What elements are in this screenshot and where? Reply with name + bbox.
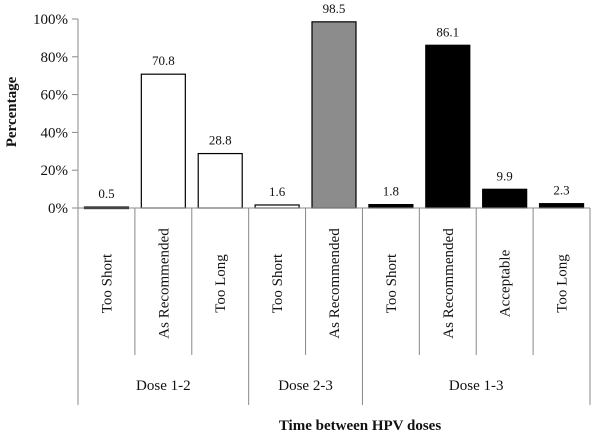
value-label: 98.5 bbox=[323, 1, 346, 16]
y-tick-label: 80% bbox=[41, 50, 69, 66]
value-label: 28.8 bbox=[209, 133, 232, 148]
x-axis: Too Short As Recommended Too Long Too Short… bbox=[77, 207, 591, 405]
y-tick-label: 0% bbox=[48, 201, 68, 217]
value-label: 0.5 bbox=[98, 186, 114, 201]
bar bbox=[140, 73, 186, 209]
value-label: 1.6 bbox=[269, 184, 286, 199]
y-tick-label: 40% bbox=[41, 125, 69, 141]
category-label: Too Short bbox=[99, 253, 115, 313]
bar bbox=[368, 203, 414, 209]
y-tick-label: 100% bbox=[33, 12, 68, 28]
value-label: 86.1 bbox=[436, 24, 459, 39]
value-label: 70.8 bbox=[152, 53, 175, 68]
bar bbox=[538, 203, 585, 209]
category-label: As Recommended bbox=[156, 228, 172, 339]
bars bbox=[83, 21, 585, 210]
value-label: 1.8 bbox=[383, 184, 399, 199]
value-label: 2.3 bbox=[553, 183, 569, 198]
category-label: As Recommended bbox=[441, 228, 457, 339]
bar bbox=[425, 44, 471, 209]
category-label: Too Short bbox=[384, 253, 400, 313]
category-label: Acceptable bbox=[498, 249, 514, 317]
group-label: Dose 1-3 bbox=[449, 378, 504, 394]
category-label: Too Short bbox=[270, 253, 286, 313]
bar bbox=[197, 152, 243, 209]
y-axis: 0% 20% 40% 60% 80% 100% bbox=[33, 12, 79, 217]
group-label: Dose 1-2 bbox=[136, 378, 191, 394]
y-axis-title: Percentage bbox=[4, 76, 20, 147]
value-labels: 0.5 70.8 28.8 1.6 98.5 1.8 86.1 9.9 2.3 bbox=[98, 1, 569, 201]
y-tick-label: 20% bbox=[41, 163, 69, 179]
group-label: Dose 2-3 bbox=[278, 378, 333, 394]
x-axis-title: Time between HPV doses bbox=[279, 418, 442, 434]
category-label: Too Long bbox=[213, 254, 229, 313]
category-label: Too Long bbox=[555, 254, 571, 313]
bar bbox=[311, 21, 357, 209]
value-label: 9.9 bbox=[497, 168, 513, 183]
bar bbox=[482, 188, 528, 209]
category-label: As Recommended bbox=[327, 228, 343, 339]
y-tick-label: 60% bbox=[41, 88, 69, 104]
